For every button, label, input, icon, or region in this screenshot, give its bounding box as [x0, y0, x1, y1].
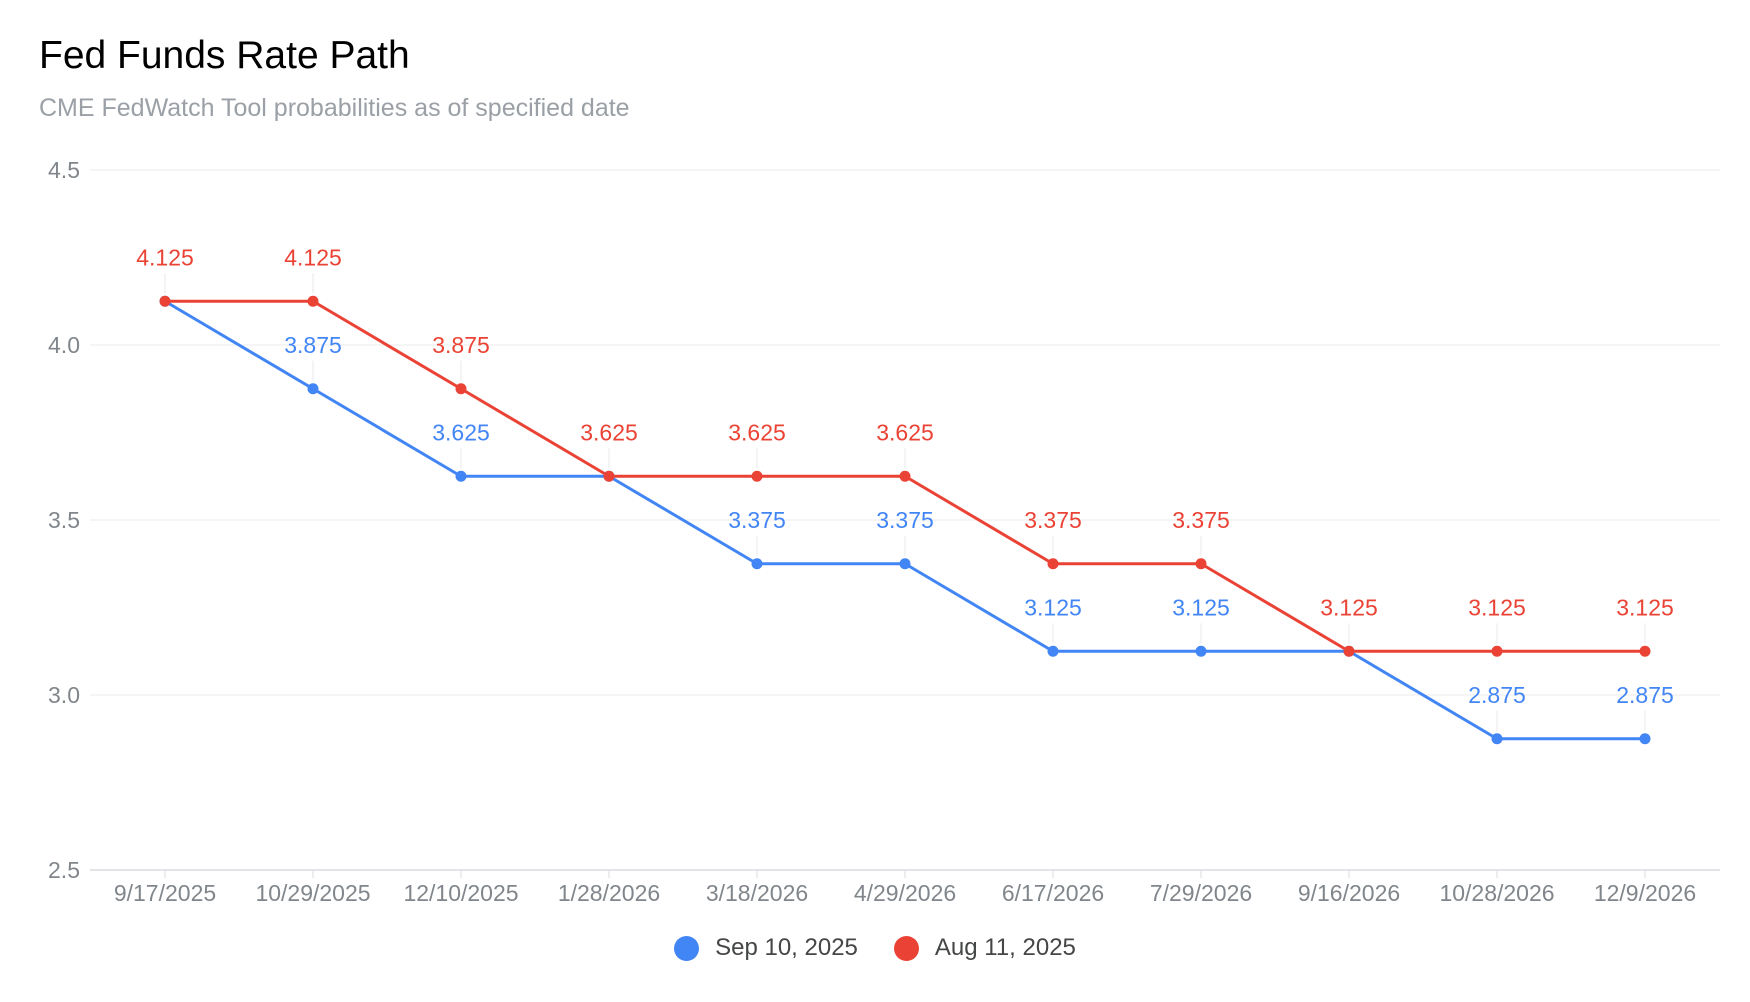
- x-tick-label: 9/16/2026: [1298, 880, 1400, 906]
- series-2-point: [751, 470, 763, 482]
- series-2-data-label: 3.125: [1320, 594, 1378, 620]
- y-axis-ticks: 4.5 4.0 3.5 3.0 2.5: [48, 157, 80, 883]
- series-2-data-label: 3.375: [1024, 507, 1082, 533]
- legend: Sep 10, 2025 Aug 11, 2025: [0, 934, 1750, 962]
- series-2-data-label: 4.125: [284, 244, 342, 270]
- series-2-point: [1343, 645, 1355, 657]
- series-2-point: [455, 383, 467, 395]
- x-tick-label: 1/28/2026: [558, 880, 660, 906]
- series-2-data-label: 3.125: [1616, 594, 1674, 620]
- series-1-data-label: 2.875: [1616, 682, 1674, 708]
- y-tick-label: 3.5: [48, 507, 80, 533]
- series-1-data-label: 2.875: [1468, 682, 1526, 708]
- series-1-point: [1195, 645, 1207, 657]
- legend-item-2[interactable]: Aug 11, 2025: [893, 934, 1076, 962]
- series-2-point: [899, 470, 911, 482]
- series-2-point: [307, 295, 319, 307]
- series-1-point: [751, 558, 763, 570]
- legend-label: Aug 11, 2025: [934, 934, 1076, 961]
- series-2-point: [159, 295, 171, 307]
- series-2-data-label: 3.125: [1468, 594, 1526, 620]
- x-tick-label: 6/17/2026: [1002, 880, 1104, 906]
- y-tick-label: 2.5: [48, 857, 80, 883]
- y-tick-label: 3.0: [48, 682, 80, 708]
- x-tick-label: 12/10/2025: [403, 880, 518, 906]
- x-tick-label: 10/29/2025: [255, 880, 370, 906]
- series-2-point: [1639, 645, 1651, 657]
- label-leaders: [164, 273, 1646, 731]
- x-tick-label: 4/29/2026: [854, 880, 956, 906]
- x-tick-label: 10/28/2026: [1439, 880, 1554, 906]
- data-labels: 3.875 3.625 3.375 3.375 3.125 3.125 2.875 2.875…: [136, 244, 1674, 708]
- series-1-point: [307, 383, 319, 395]
- legend-item-1[interactable]: Sep 10, 2025: [674, 934, 858, 962]
- series-1-data-label: 3.125: [1172, 594, 1230, 620]
- series-2-data-label: 3.875: [432, 332, 490, 358]
- series-2-data-label: 3.625: [876, 419, 934, 445]
- chart-subtitle: CME FedWatch Tool probabilities as of sp…: [39, 94, 630, 122]
- x-tick-label: 7/29/2026: [1150, 880, 1252, 906]
- series-1-data-label: 3.375: [728, 507, 786, 533]
- chart-title: Fed Funds Rate Path: [39, 34, 410, 77]
- grid-lines: [90, 169, 1720, 871]
- legend-marker-icon: [674, 935, 700, 961]
- series-2-point: [603, 470, 615, 482]
- series-1-point: [899, 558, 911, 570]
- series-2-point: [1491, 645, 1503, 657]
- series-2-data-label: 4.125: [136, 244, 194, 270]
- series-1-point: [1639, 733, 1651, 745]
- x-tick-label: 3/18/2026: [706, 880, 808, 906]
- series-1-point: [1491, 733, 1503, 745]
- x-tick-label: 9/17/2025: [114, 880, 216, 906]
- series-1-point: [455, 470, 467, 482]
- series-1-data-label: 3.625: [432, 419, 490, 445]
- series-2-point: [1047, 558, 1059, 570]
- series-points: [159, 295, 1651, 745]
- series-2-data-label: 3.375: [1172, 507, 1230, 533]
- series-1-point: [1047, 645, 1059, 657]
- series-1-data-label: 3.125: [1024, 594, 1082, 620]
- series-2-data-label: 3.625: [580, 419, 638, 445]
- x-tick-label: 12/9/2026: [1594, 880, 1696, 906]
- series-1-data-label: 3.375: [876, 507, 934, 533]
- x-axis-ticks: 9/17/2025 10/29/2025 12/10/2025 1/28/2026 3/…: [114, 870, 1696, 906]
- legend-label: Sep 10, 2025: [715, 934, 858, 961]
- series-2-data-label: 3.625: [728, 419, 786, 445]
- series-1-data-label: 3.875: [284, 332, 342, 358]
- legend-marker-icon: [893, 935, 919, 961]
- y-tick-label: 4.5: [48, 157, 80, 183]
- series-2-point: [1195, 558, 1207, 570]
- y-tick-label: 4.0: [48, 332, 80, 358]
